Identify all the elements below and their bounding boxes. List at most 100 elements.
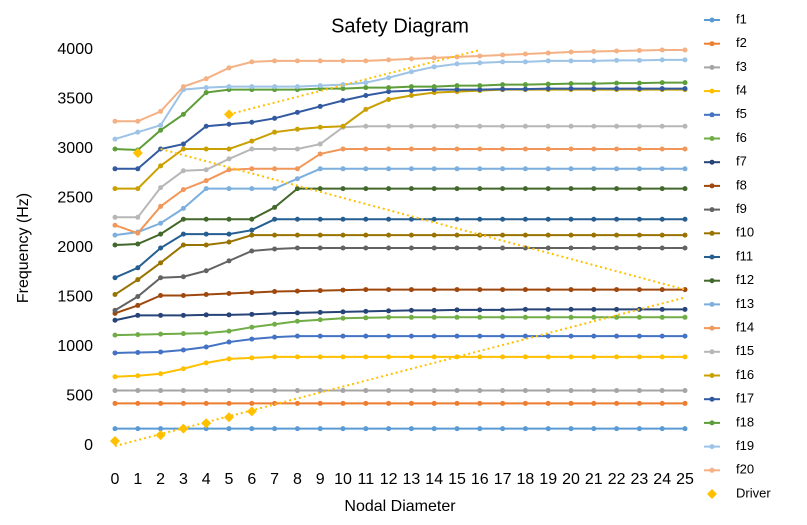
series-marker: [454, 186, 460, 192]
x-tick-label: 22: [608, 471, 626, 488]
legend-marker: [709, 396, 715, 402]
series-marker: [363, 308, 369, 314]
driver-line: [228, 49, 481, 116]
series-marker: [363, 287, 369, 293]
y-tick-label: 3500: [57, 91, 93, 108]
series-marker: [522, 426, 528, 432]
series-marker: [363, 400, 369, 406]
legend-marker: [709, 325, 715, 331]
series-marker: [659, 123, 665, 129]
series-marker: [226, 312, 232, 318]
series-marker: [682, 306, 688, 312]
driver-marker: [224, 109, 234, 120]
series-marker: [682, 354, 688, 360]
series-marker: [180, 312, 186, 318]
series-marker: [340, 426, 346, 432]
series-marker: [408, 426, 414, 432]
series-marker: [682, 123, 688, 129]
series-marker: [522, 216, 528, 222]
series-marker: [408, 123, 414, 129]
series-marker: [500, 146, 506, 152]
series-marker: [431, 166, 437, 172]
series-marker: [591, 245, 597, 251]
series-marker: [477, 307, 483, 313]
series-marker: [340, 166, 346, 172]
series-marker: [249, 355, 255, 361]
series-marker: [568, 49, 574, 55]
legend-label: f15: [736, 343, 754, 358]
series-marker: [454, 232, 460, 238]
series-marker: [386, 354, 392, 360]
series-marker: [545, 58, 551, 64]
chart-title: Safety Diagram: [331, 15, 469, 37]
legend-marker: [709, 88, 715, 94]
series-line: [114, 81, 685, 152]
series-marker: [180, 111, 186, 117]
series-marker: [249, 186, 255, 192]
legend-marker: [707, 489, 717, 499]
series-marker: [500, 86, 506, 92]
series-marker: [135, 426, 141, 432]
series-marker: [659, 232, 665, 238]
series-line: [115, 87, 685, 170]
series-marker: [317, 186, 323, 192]
x-tick-label: 1: [133, 471, 142, 488]
legend-marker: [709, 207, 715, 213]
series-marker: [431, 232, 437, 238]
series-marker: [614, 245, 620, 251]
series-marker: [112, 350, 118, 356]
series-marker: [591, 86, 597, 92]
series-marker: [386, 85, 392, 91]
series-marker: [522, 86, 528, 92]
legend-marker: [709, 467, 715, 473]
series-marker: [568, 123, 574, 129]
series-marker: [340, 245, 346, 251]
series-marker: [249, 119, 255, 125]
series-line: [114, 335, 685, 354]
series-marker: [682, 166, 688, 172]
series-marker: [477, 87, 483, 93]
series-marker: [294, 388, 300, 394]
series-marker: [682, 216, 688, 222]
y-tick-label: 3000: [57, 140, 93, 157]
series-marker: [294, 318, 300, 324]
legend-label: f1: [736, 11, 747, 26]
series-marker: [431, 426, 437, 432]
series-line: [114, 167, 685, 237]
series-marker: [500, 59, 506, 65]
series-marker: [135, 294, 141, 300]
series-marker: [522, 306, 528, 312]
series-marker: [294, 109, 300, 115]
series-marker: [477, 426, 483, 432]
series-marker: [568, 146, 574, 152]
series-marker: [522, 287, 528, 293]
series-marker: [135, 230, 141, 236]
series-marker: [659, 47, 665, 53]
series-marker: [203, 186, 209, 192]
series-marker: [135, 373, 141, 379]
y-axis-label: Frequency (Hz): [15, 193, 32, 303]
series-marker: [112, 146, 118, 152]
series-marker: [431, 245, 437, 251]
series-marker: [272, 129, 278, 135]
series-marker: [636, 166, 642, 172]
x-tick-label: 21: [585, 471, 603, 488]
series-marker: [522, 400, 528, 406]
legend-label: Driver: [736, 485, 771, 500]
series-marker: [408, 88, 414, 94]
series-marker: [454, 146, 460, 152]
series-marker: [294, 426, 300, 432]
series-marker: [568, 400, 574, 406]
series-marker: [386, 89, 392, 95]
series-marker: [180, 205, 186, 211]
series-marker: [317, 58, 323, 64]
series-marker: [614, 48, 620, 54]
series-marker: [591, 48, 597, 54]
series-marker: [591, 426, 597, 432]
legend-marker: [709, 136, 715, 141]
series-marker: [112, 275, 118, 281]
series-marker: [431, 216, 437, 222]
series-marker: [249, 216, 255, 222]
series-marker: [568, 232, 574, 238]
series-marker: [135, 332, 141, 338]
